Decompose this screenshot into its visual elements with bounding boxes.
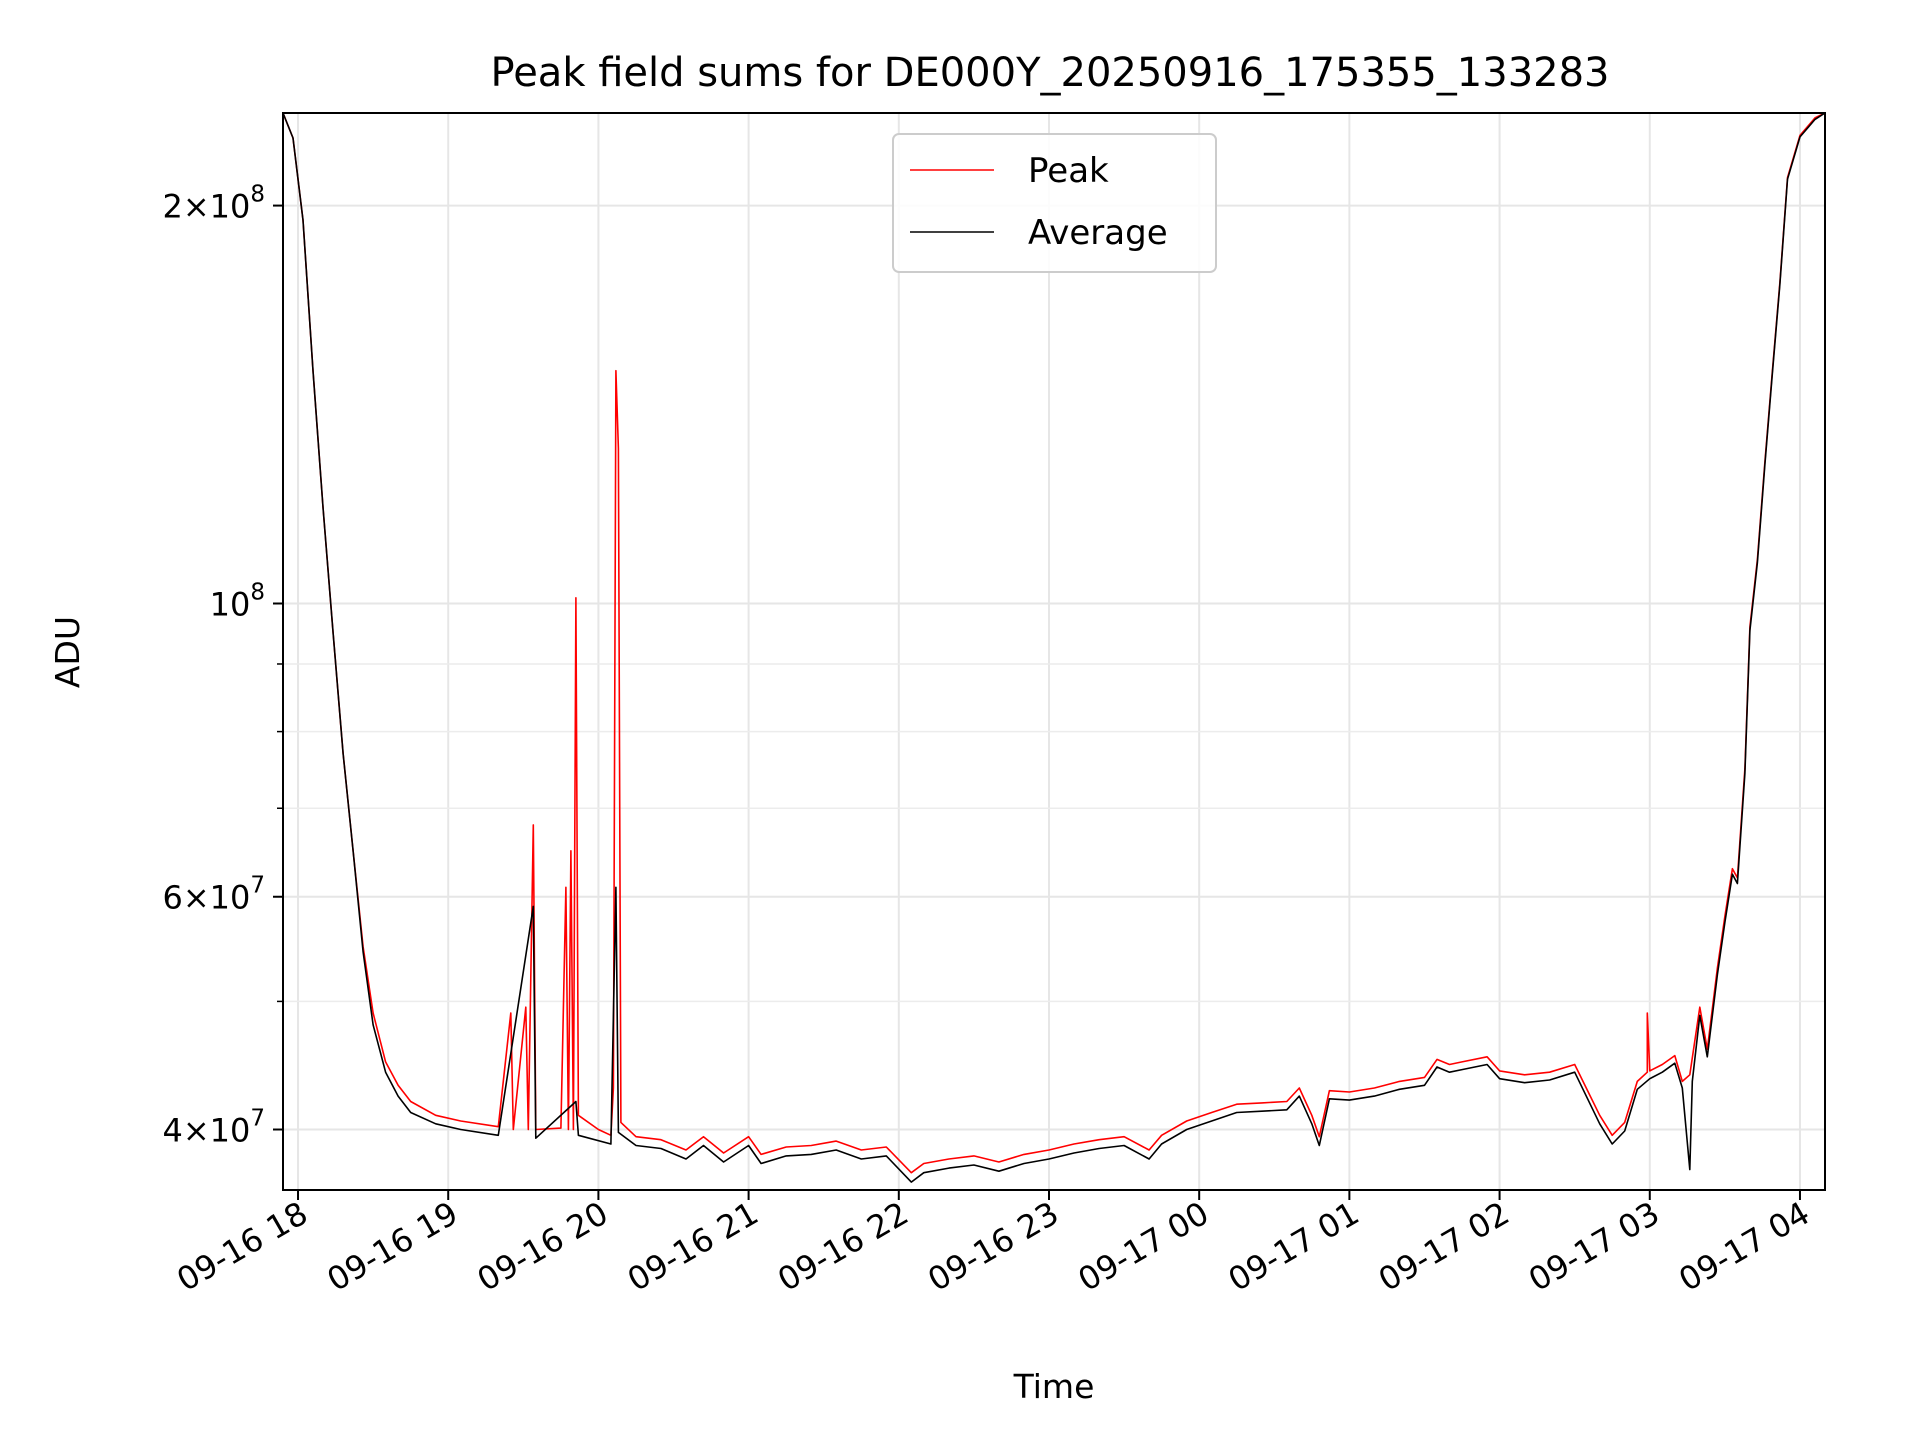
y-tick-mantissa: 2× bbox=[162, 188, 209, 226]
y-tick-mantissa: 4× bbox=[162, 1112, 209, 1150]
y-tick-label: 4×107 bbox=[162, 1106, 265, 1150]
chart-title: Peak field sums for DE000Y_20250916_1753… bbox=[491, 50, 1610, 96]
y-tick-base: 10 bbox=[210, 188, 251, 226]
y-tick-base: 10 bbox=[210, 585, 251, 623]
y-tick-base: 10 bbox=[210, 879, 251, 917]
legend-label-average: Average bbox=[1028, 213, 1168, 253]
y-axis-label: ADU bbox=[48, 616, 87, 688]
y-tick-label: 2×108 bbox=[162, 182, 265, 226]
legend: Peak Average bbox=[892, 133, 1217, 273]
y-tick-exponent: 7 bbox=[250, 1106, 265, 1132]
y-tick-label: 108 bbox=[210, 579, 265, 623]
series-line-peak bbox=[282, 112, 1826, 1174]
y-tick-mantissa: 6× bbox=[162, 879, 209, 917]
y-tick-exponent: 8 bbox=[250, 579, 265, 605]
legend-label-peak: Peak bbox=[1028, 151, 1109, 191]
axes-frame bbox=[282, 112, 1826, 1191]
series-line-average bbox=[282, 112, 1826, 1183]
y-tick-label: 6×107 bbox=[162, 873, 265, 917]
y-tick-exponent: 7 bbox=[250, 873, 265, 899]
y-tick-exponent: 8 bbox=[250, 182, 265, 208]
plot-area bbox=[282, 112, 1826, 1183]
legend-box bbox=[892, 133, 1217, 273]
x-axis-label: Time bbox=[1013, 1367, 1095, 1406]
y-tick-base: 10 bbox=[210, 1112, 251, 1150]
